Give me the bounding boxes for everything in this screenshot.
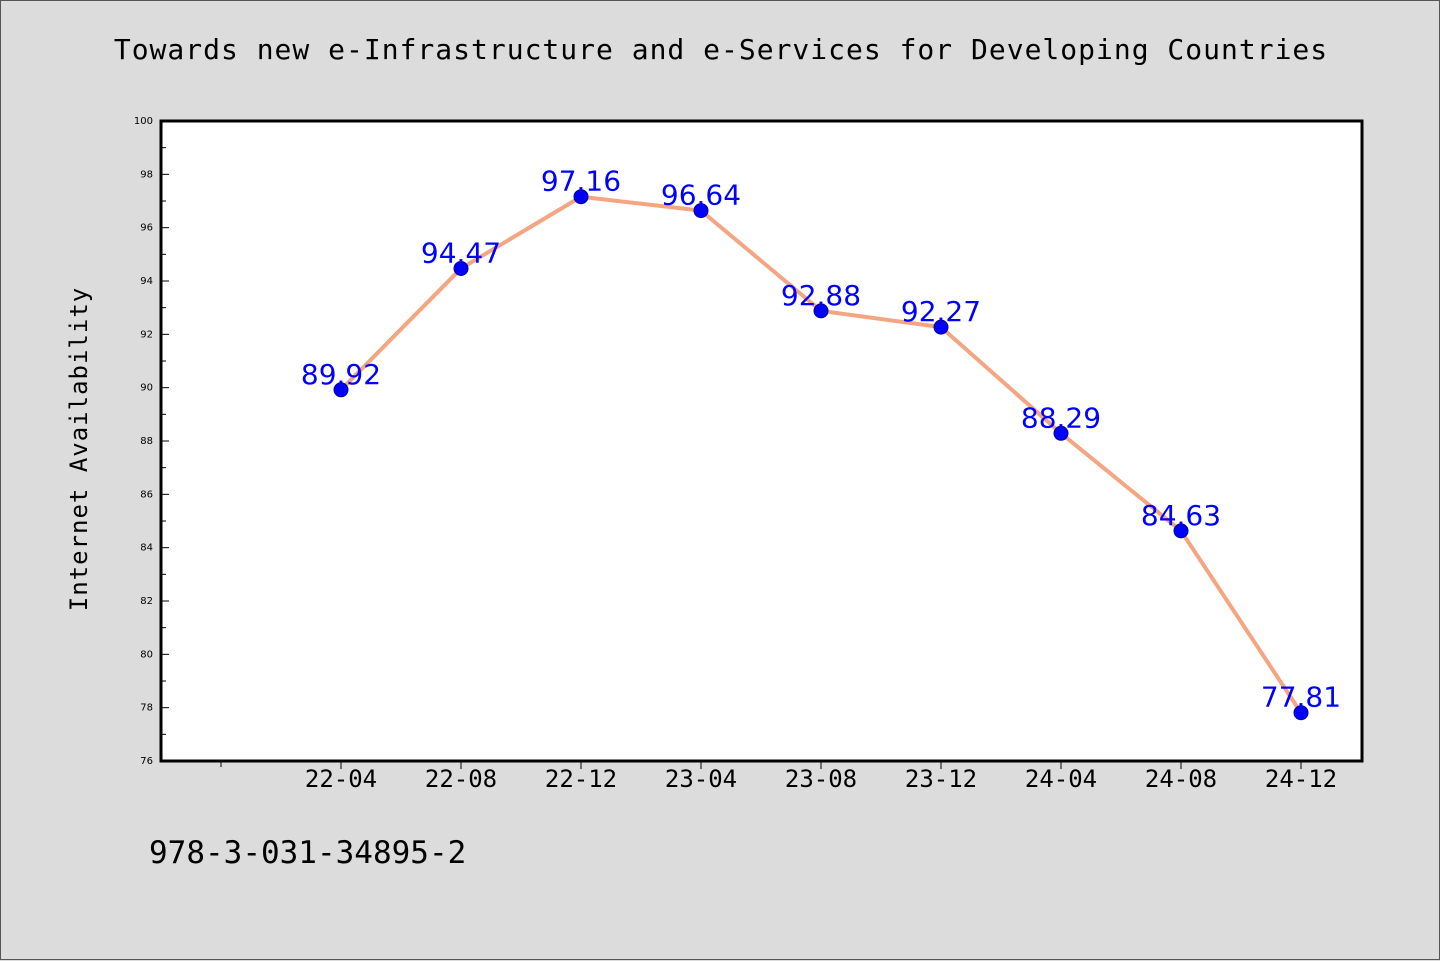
y-axis-label: Internet Availability	[65, 287, 93, 611]
y-tick-label: 96	[140, 223, 153, 234]
y-tick-label: 98	[140, 169, 153, 180]
x-tick-label: 22-08	[425, 765, 497, 793]
data-point	[933, 319, 949, 335]
x-tick-label: 22-12	[545, 765, 617, 793]
data-point	[453, 260, 469, 276]
y-tick-label: 76	[140, 756, 153, 767]
data-label: 92.27	[901, 295, 981, 328]
data-point	[1053, 425, 1069, 441]
data-label: 88.29	[1021, 401, 1101, 434]
x-tick-label: 24-12	[1265, 765, 1337, 793]
data-point	[693, 203, 709, 219]
plot-area	[161, 121, 1362, 761]
data-label: 97.16	[541, 165, 621, 198]
x-tick-label: 23-04	[665, 765, 737, 793]
data-label: 84.63	[1141, 499, 1221, 532]
plot-border	[159, 119, 1364, 763]
data-label: 77.81	[1261, 681, 1341, 714]
data-label: 94.47	[421, 236, 501, 269]
data-label: 96.64	[661, 179, 741, 212]
y-tick-label: 92	[140, 329, 153, 340]
data-point	[573, 189, 589, 205]
y-tick-label: 84	[140, 543, 153, 554]
y-tick-label: 82	[140, 596, 153, 607]
data-label: 89.92	[301, 358, 381, 391]
data-point	[1173, 523, 1189, 539]
x-tick-label: 23-12	[905, 765, 977, 793]
y-tick-label: 88	[140, 436, 153, 447]
data-point	[333, 382, 349, 398]
data-point	[813, 303, 829, 319]
x-tick-label: 24-04	[1025, 765, 1097, 793]
y-tick-label: 94	[140, 276, 153, 287]
y-tick-label: 80	[140, 649, 153, 660]
y-tick-label: 90	[140, 383, 153, 394]
y-tick-label: 78	[140, 703, 153, 714]
isbn-code: 978-3-031-34895-2	[149, 835, 467, 871]
data-point	[1293, 705, 1309, 721]
x-tick-label: 22-04	[305, 765, 377, 793]
y-tick-label: 100	[134, 116, 153, 127]
y-tick-label: 86	[140, 489, 153, 500]
x-tick-label: 24-08	[1145, 765, 1217, 793]
data-label: 92.88	[781, 279, 861, 312]
chart-title: Towards new e-Infrastructure and e-Servi…	[113, 33, 1329, 66]
x-tick-label: 23-08	[785, 765, 857, 793]
